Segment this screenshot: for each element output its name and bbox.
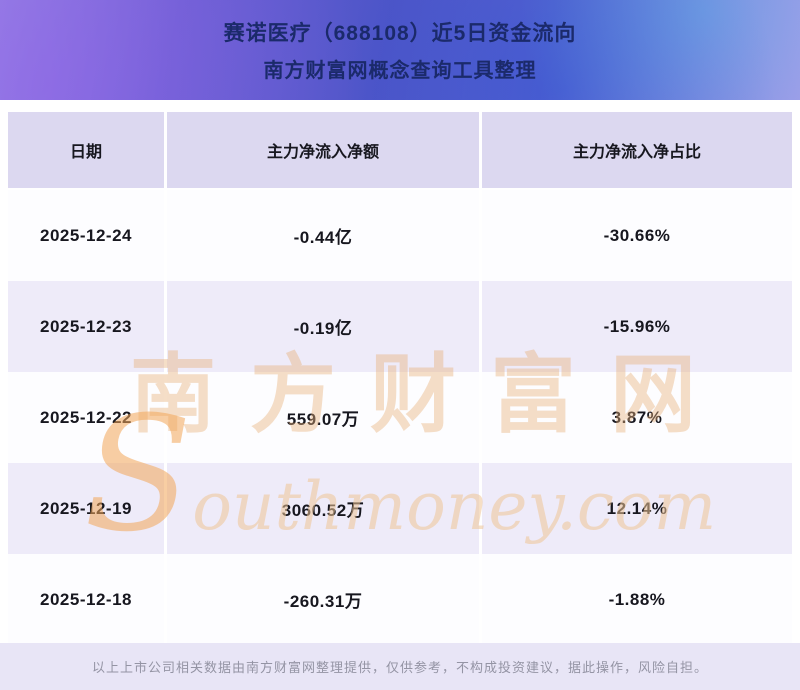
table-row: 2025-12-22 559.07万 3.87% [8,372,792,463]
cell-net-inflow: -0.44亿 [167,190,479,281]
cell-date: 2025-12-23 [8,281,164,372]
cell-date: 2025-12-22 [8,372,164,463]
column-header-net-inflow-ratio: 主力净流入净占比 [482,112,792,188]
table-header-row: 日期 主力净流入净额 主力净流入净占比 [8,112,792,188]
cell-net-inflow-ratio: -30.66% [482,190,792,281]
cell-net-inflow: 3060.52万 [167,463,479,554]
cell-net-inflow-ratio: 3.87% [482,372,792,463]
column-header-net-inflow: 主力净流入净额 [167,112,479,188]
table-row: 2025-12-18 -260.31万 -1.88% [8,554,792,645]
column-header-date: 日期 [8,112,164,188]
cell-net-inflow: -0.19亿 [167,281,479,372]
table-row: 2025-12-19 3060.52万 12.14% [8,463,792,554]
cell-net-inflow-ratio: -1.88% [482,554,792,645]
cell-date: 2025-12-18 [8,554,164,645]
page-title: 赛诺医疗（688108）近5日资金流向 [223,22,577,45]
table-row: 2025-12-23 -0.19亿 -15.96% [8,281,792,372]
cell-net-inflow-ratio: 12.14% [482,463,792,554]
footer-disclaimer: 以上上市公司相关数据由南方财富网整理提供，仅供参考，不构成投资建议，据此操作，风… [0,643,800,690]
cell-date: 2025-12-24 [8,190,164,281]
fund-flow-table: 日期 主力净流入净额 主力净流入净占比 2025-12-24 -0.44亿 -3… [8,112,792,645]
cell-net-inflow: -260.31万 [167,554,479,645]
header-banner: 赛诺医疗（688108）近5日资金流向 南方财富网概念查询工具整理 [0,0,800,100]
page-subtitle: 南方财富网概念查询工具整理 [263,60,537,82]
cell-net-inflow-ratio: -15.96% [482,281,792,372]
cell-date: 2025-12-19 [8,463,164,554]
table-row: 2025-12-24 -0.44亿 -30.66% [8,190,792,281]
footer-disclaimer-text: 以上上市公司相关数据由南方财富网整理提供，仅供参考，不构成投资建议，据此操作，风… [91,660,708,675]
cell-net-inflow: 559.07万 [167,372,479,463]
